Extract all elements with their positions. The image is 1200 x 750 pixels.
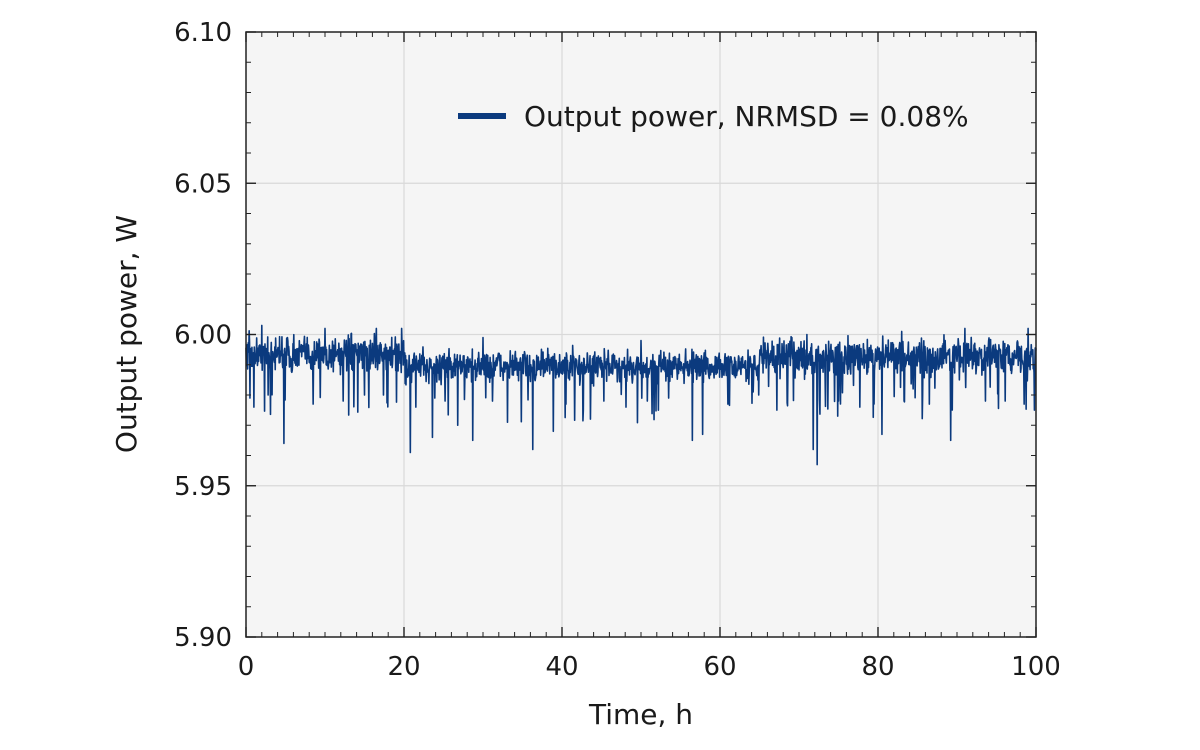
y-tick-label: 6.05 xyxy=(174,169,232,199)
x-tick-label: 40 xyxy=(545,652,578,682)
y-axis-label: Output power, W xyxy=(110,215,143,453)
y-tick-label: 6.00 xyxy=(174,321,232,351)
axis-ticks xyxy=(245,31,1037,638)
x-tick-label: 20 xyxy=(387,652,420,682)
legend: Output power, NRMSD = 0.08% xyxy=(458,100,969,133)
y-tick-label: 6.10 xyxy=(174,18,232,48)
y-tick-label: 5.95 xyxy=(174,472,232,502)
x-axis-label: Time, h xyxy=(588,698,693,731)
series-line-output-power xyxy=(245,324,1037,466)
x-tick-labels: 0 20 40 60 80 100 xyxy=(238,652,1061,682)
y-tick-labels: 5.90 5.95 6.00 6.05 6.10 xyxy=(174,18,232,653)
x-tick-label: 60 xyxy=(703,652,736,682)
y-tick-label: 5.90 xyxy=(174,623,232,653)
x-tick-label: 0 xyxy=(238,652,255,682)
legend-label: Output power, NRMSD = 0.08% xyxy=(524,100,969,133)
series-group xyxy=(245,324,1037,466)
x-tick-label: 100 xyxy=(1011,652,1061,682)
x-tick-label: 80 xyxy=(861,652,894,682)
grid-lines xyxy=(246,32,1036,637)
